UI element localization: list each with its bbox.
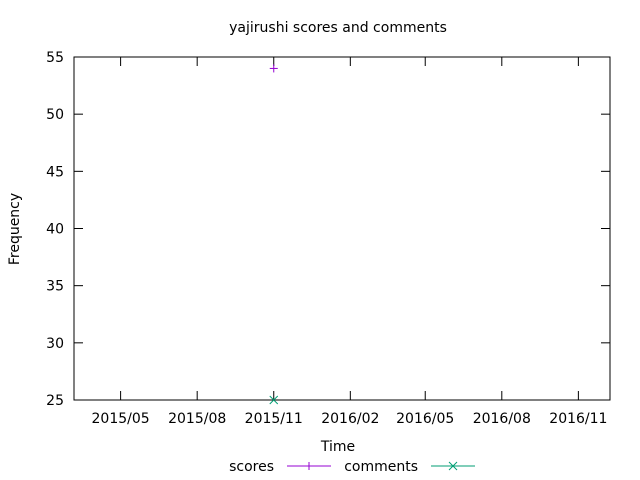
marker-stroke (448, 461, 458, 471)
y-tick-label: 30 (46, 336, 64, 352)
scores-point (269, 64, 278, 73)
data-points (269, 64, 279, 405)
x-tick-label: 2016/05 (396, 411, 454, 427)
x-tick-label: 2016/11 (549, 411, 607, 427)
y-tick-label: 25 (46, 393, 64, 409)
legend-marker-scores (305, 462, 313, 470)
legend-label-comments: comments (344, 459, 418, 475)
y-tick-label: 35 (46, 279, 64, 295)
x-tick-label: 2015/05 (92, 411, 150, 427)
legend-label-scores: scores (229, 459, 274, 475)
x-tick-label: 2015/08 (168, 411, 226, 427)
x-tick-label: 2015/11 (245, 411, 303, 427)
marker-stroke (269, 395, 279, 405)
legend: scores comments (229, 459, 475, 475)
y-tick-label: 45 (46, 164, 64, 180)
chart-title: yajirushi scores and comments (229, 20, 447, 36)
comments-point (269, 395, 279, 405)
x-axis: 2015/05 2015/08 2015/11 2016/02 2016/05 2016/… (92, 57, 607, 427)
x-axis-label: Time (320, 439, 355, 455)
x-tick-label: 2016/08 (473, 411, 531, 427)
y-tick-label: 55 (46, 50, 64, 66)
y-axis-label: Frequency (7, 193, 23, 265)
y-axis: 25 30 35 40 45 50 55 (46, 50, 610, 409)
y-tick-label: 40 (46, 222, 64, 238)
legend-marker-comments (448, 461, 458, 471)
x-tick-label: 2016/02 (321, 411, 379, 427)
y-tick-label: 50 (46, 107, 64, 123)
plot-frame (73, 56, 611, 401)
